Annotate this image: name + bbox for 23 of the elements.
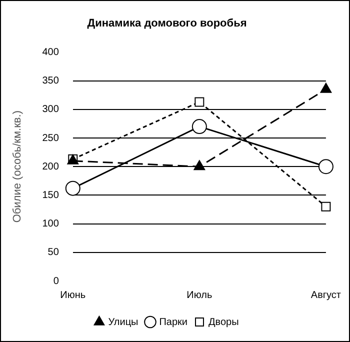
y-tick-label: 50 <box>48 247 60 258</box>
point <box>318 159 334 174</box>
y-tick-label: 0 <box>53 276 60 287</box>
point <box>194 97 204 107</box>
point <box>65 180 80 196</box>
x-tick-label: Июль <box>186 290 212 301</box>
legend-label: Парки <box>159 316 188 328</box>
y-axis-title: Обилие (особь/км.кв.) <box>12 110 24 223</box>
y-tick-label: 150 <box>42 190 60 201</box>
y-tick-label: 250 <box>42 132 60 144</box>
legend-label: Дворы <box>208 316 239 328</box>
point <box>194 160 206 170</box>
y-tick-label: 100 <box>42 218 60 230</box>
y-tick-label: 300 <box>42 104 60 116</box>
point <box>321 202 331 212</box>
y-tick-label: 200 <box>42 161 60 172</box>
x-tick-label: Август <box>310 290 342 301</box>
chart-title: Динамика домового воробья <box>87 18 247 30</box>
y-tick-label: 400 <box>42 46 60 58</box>
legend-label: Улицы <box>108 316 138 328</box>
x-tick-label: Июнь <box>60 290 86 301</box>
point <box>192 119 207 134</box>
y-tick-label: 350 <box>42 76 60 87</box>
